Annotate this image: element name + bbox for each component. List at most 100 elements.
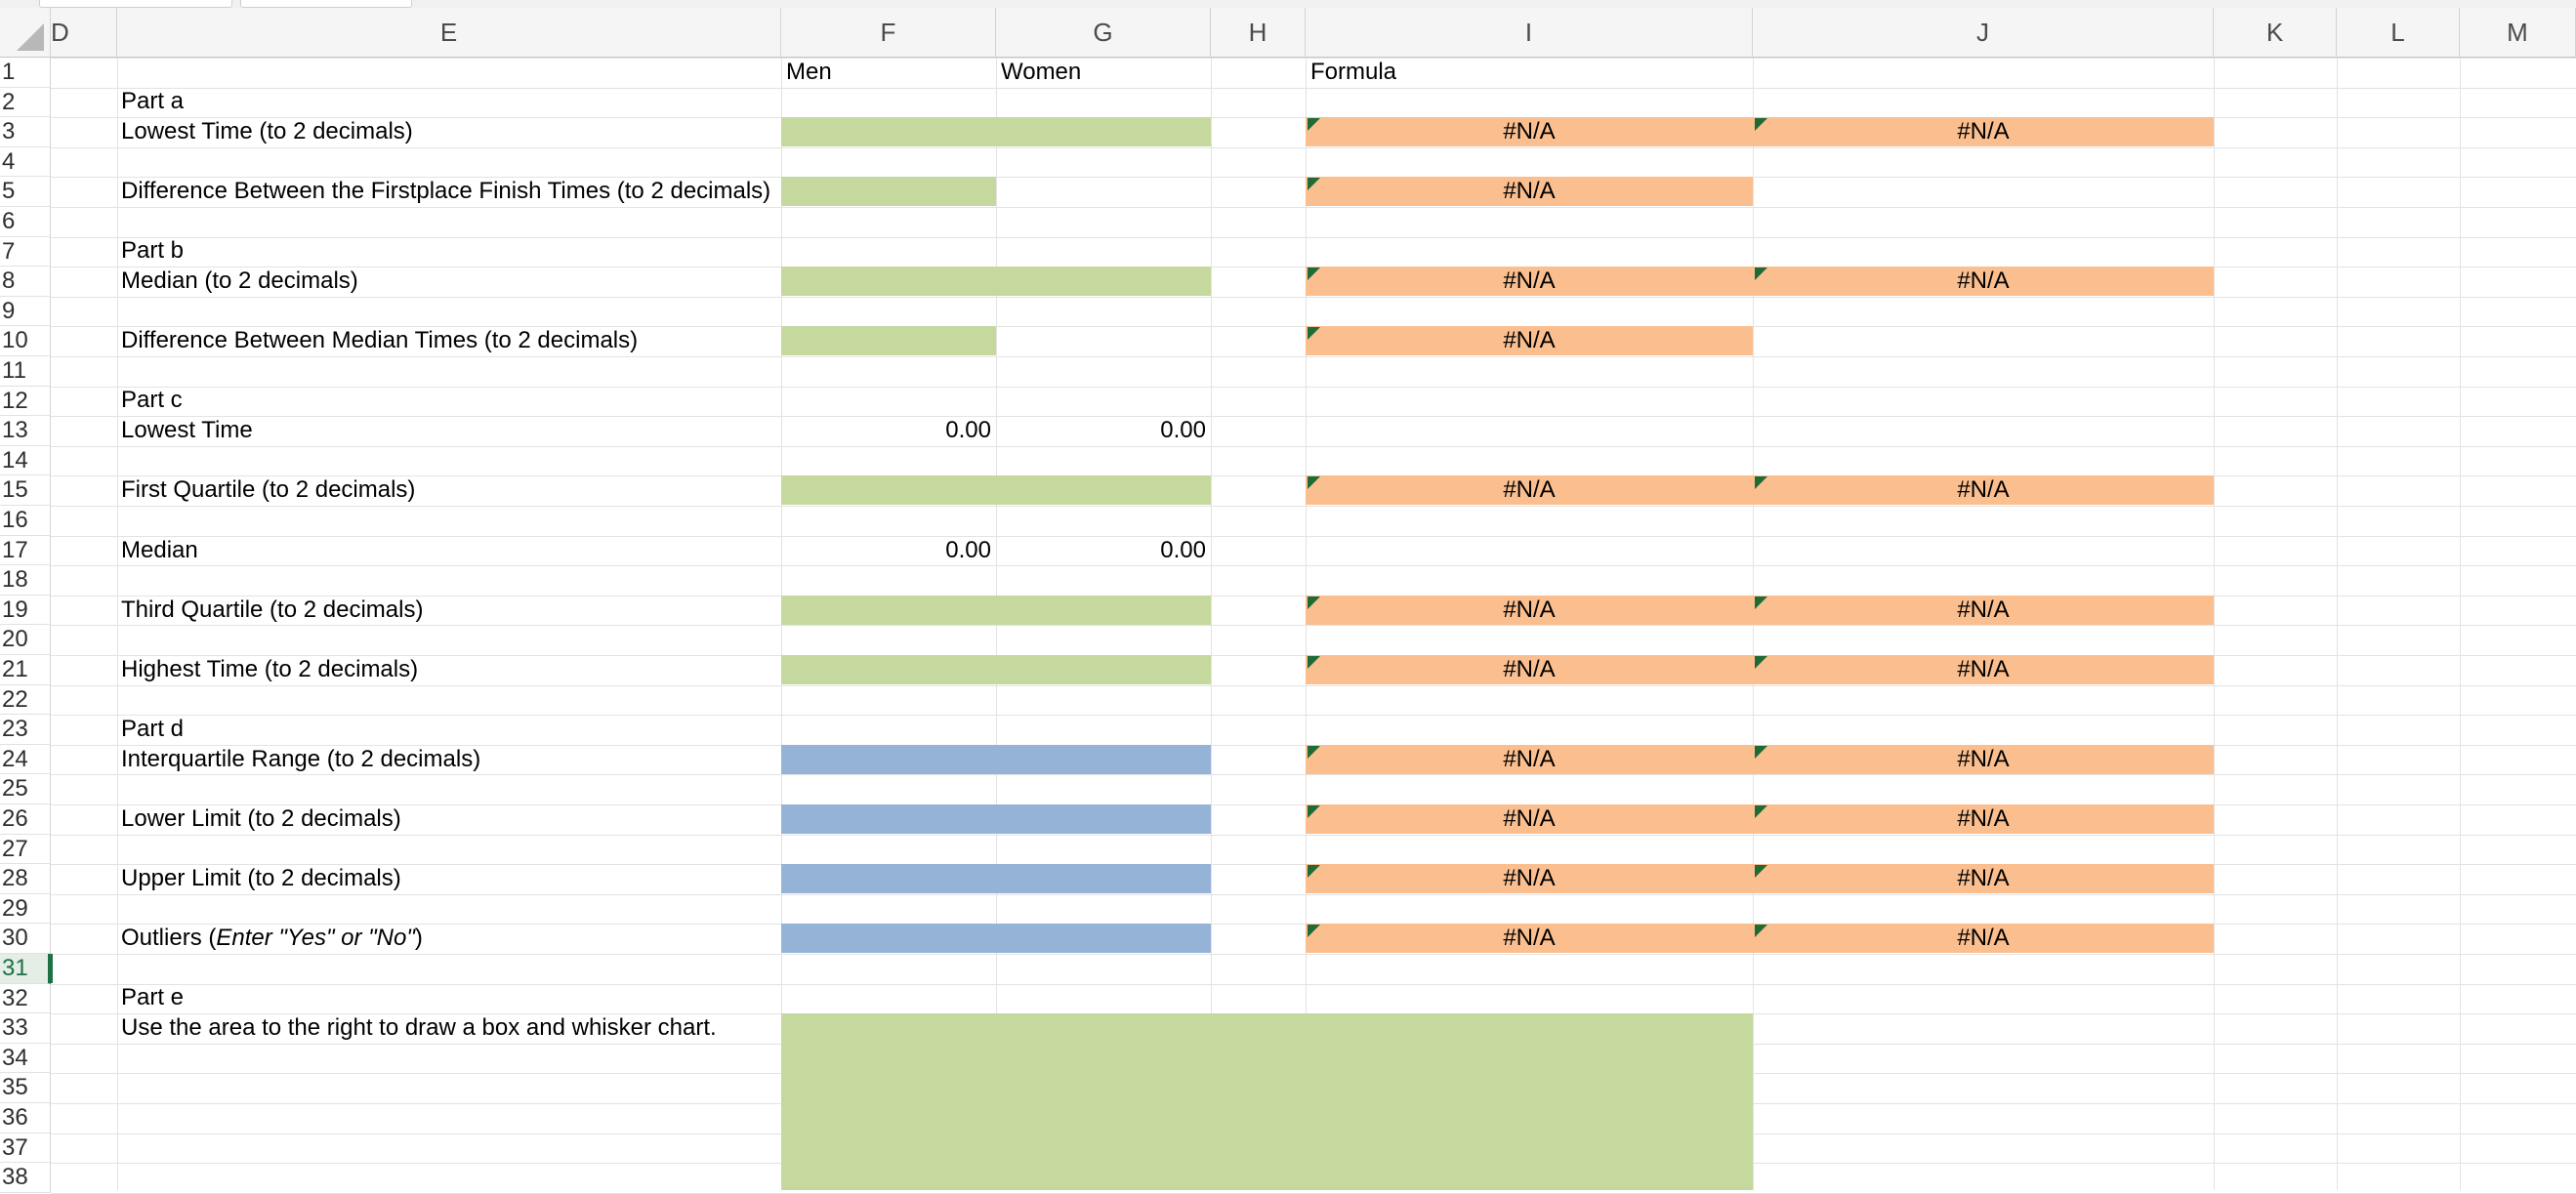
column-header-g[interactable]: G [996,8,1211,58]
column-header-m[interactable]: M [2460,8,2576,58]
row-header[interactable]: 8 [0,267,51,297]
error-flag-icon[interactable] [1308,476,1320,489]
row-header[interactable]: 24 [0,744,51,775]
row-header[interactable]: 7 [0,236,51,268]
value-cell[interactable]: 0.00 [945,537,991,563]
answer-cell-first-quartile[interactable] [781,475,1211,505]
row-header[interactable]: 15 [0,475,51,506]
formula-cell[interactable] [1753,117,2214,146]
answer-cell-third-quartile[interactable] [781,596,1211,625]
row-header[interactable]: 27 [0,834,51,865]
answer-cell-outliers[interactable] [781,924,1211,953]
row-header[interactable]: 13 [0,416,51,446]
sheet-tab[interactable] [39,0,232,8]
formula-cell[interactable] [1306,326,1753,355]
formula-cell[interactable] [1306,475,1753,505]
row-header[interactable]: 32 [0,983,51,1014]
error-flag-icon[interactable] [1308,865,1320,878]
row-header[interactable]: 18 [0,565,51,596]
row-header[interactable]: 23 [0,715,51,745]
column-header-d[interactable]: D [51,8,117,58]
formula-cell[interactable] [1753,864,2214,893]
error-flag-icon[interactable] [1308,746,1320,759]
formula-cell[interactable] [1306,177,1753,206]
row-header[interactable]: 6 [0,207,51,237]
value-cell[interactable]: 0.00 [1160,537,1206,563]
row-header[interactable]: 12 [0,386,51,417]
row-header[interactable]: 1 [0,58,51,88]
row-header[interactable]: 20 [0,625,51,655]
error-flag-icon[interactable] [1755,597,1767,609]
formula-cell[interactable] [1306,596,1753,625]
column-header-l[interactable]: L [2337,8,2460,58]
row-header[interactable]: 10 [0,326,51,356]
error-flag-icon[interactable] [1308,178,1320,190]
row-header[interactable]: 21 [0,655,51,685]
formula-cell[interactable] [1753,267,2214,296]
row-header[interactable]: 19 [0,595,51,626]
row-header[interactable]: 26 [0,804,51,835]
formula-cell[interactable] [1306,117,1753,146]
formula-cell[interactable] [1753,804,2214,834]
column-header-j[interactable]: J [1753,8,2214,58]
column-header-i[interactable]: I [1306,8,1753,58]
error-flag-icon[interactable] [1308,805,1320,818]
value-cell[interactable]: 0.00 [1160,417,1206,443]
column-header-k[interactable]: K [2214,8,2337,58]
answer-cell-lowest-time[interactable] [781,117,1211,146]
answer-cell-iqr[interactable] [781,745,1211,774]
formula-cell[interactable] [1306,924,1753,953]
error-flag-icon[interactable] [1308,118,1320,131]
formula-cell[interactable] [1753,745,2214,774]
error-flag-icon[interactable] [1755,925,1767,937]
row-header[interactable]: 37 [0,1132,51,1164]
formula-cell[interactable] [1306,655,1753,684]
row-header[interactable]: 4 [0,146,51,178]
row-header[interactable]: 31 [0,954,51,984]
row-header[interactable]: 14 [0,445,51,476]
error-flag-icon[interactable] [1755,746,1767,759]
column-header-h[interactable]: H [1211,8,1306,58]
value-cell[interactable]: 0.00 [945,417,991,443]
formula-cell[interactable] [1753,475,2214,505]
answer-cell-lower-limit[interactable] [781,804,1211,834]
row-header[interactable]: 17 [0,535,51,566]
formula-cell[interactable] [1306,745,1753,774]
formula-cell[interactable] [1753,655,2214,684]
column-header-e[interactable]: E [117,8,781,58]
formula-cell[interactable] [1753,924,2214,953]
row-header[interactable]: 11 [0,356,51,387]
row-header[interactable]: 33 [0,1013,51,1044]
row-header[interactable]: 34 [0,1043,51,1074]
row-header[interactable]: 36 [0,1103,51,1133]
error-flag-icon[interactable] [1308,597,1320,609]
formula-cell[interactable] [1753,596,2214,625]
row-header[interactable]: 2 [0,87,51,118]
formula-cell[interactable] [1306,864,1753,893]
error-flag-icon[interactable] [1308,327,1320,340]
select-all-corner[interactable] [0,8,51,58]
error-flag-icon[interactable] [1755,476,1767,489]
row-header[interactable]: 5 [0,177,51,207]
answer-cell-upper-limit[interactable] [781,864,1211,893]
row-header[interactable]: 9 [0,296,51,327]
error-flag-icon[interactable] [1308,925,1320,937]
formula-cell[interactable] [1306,804,1753,834]
answer-cell-highest-time[interactable] [781,655,1211,684]
row-header[interactable]: 28 [0,864,51,894]
row-header[interactable]: 22 [0,684,51,716]
error-flag-icon[interactable] [1755,656,1767,669]
error-flag-icon[interactable] [1308,656,1320,669]
row-header[interactable]: 25 [0,774,51,804]
row-header[interactable]: 38 [0,1163,51,1193]
row-header[interactable]: 29 [0,893,51,925]
error-flag-icon[interactable] [1755,805,1767,818]
error-flag-icon[interactable] [1308,268,1320,280]
sheet-tab[interactable] [240,0,412,8]
answer-cell-median[interactable] [781,267,1211,296]
row-header[interactable]: 30 [0,924,51,954]
column-header-f[interactable]: F [781,8,996,58]
error-flag-icon[interactable] [1755,268,1767,280]
row-header[interactable]: 35 [0,1073,51,1103]
formula-cell[interactable] [1306,267,1753,296]
